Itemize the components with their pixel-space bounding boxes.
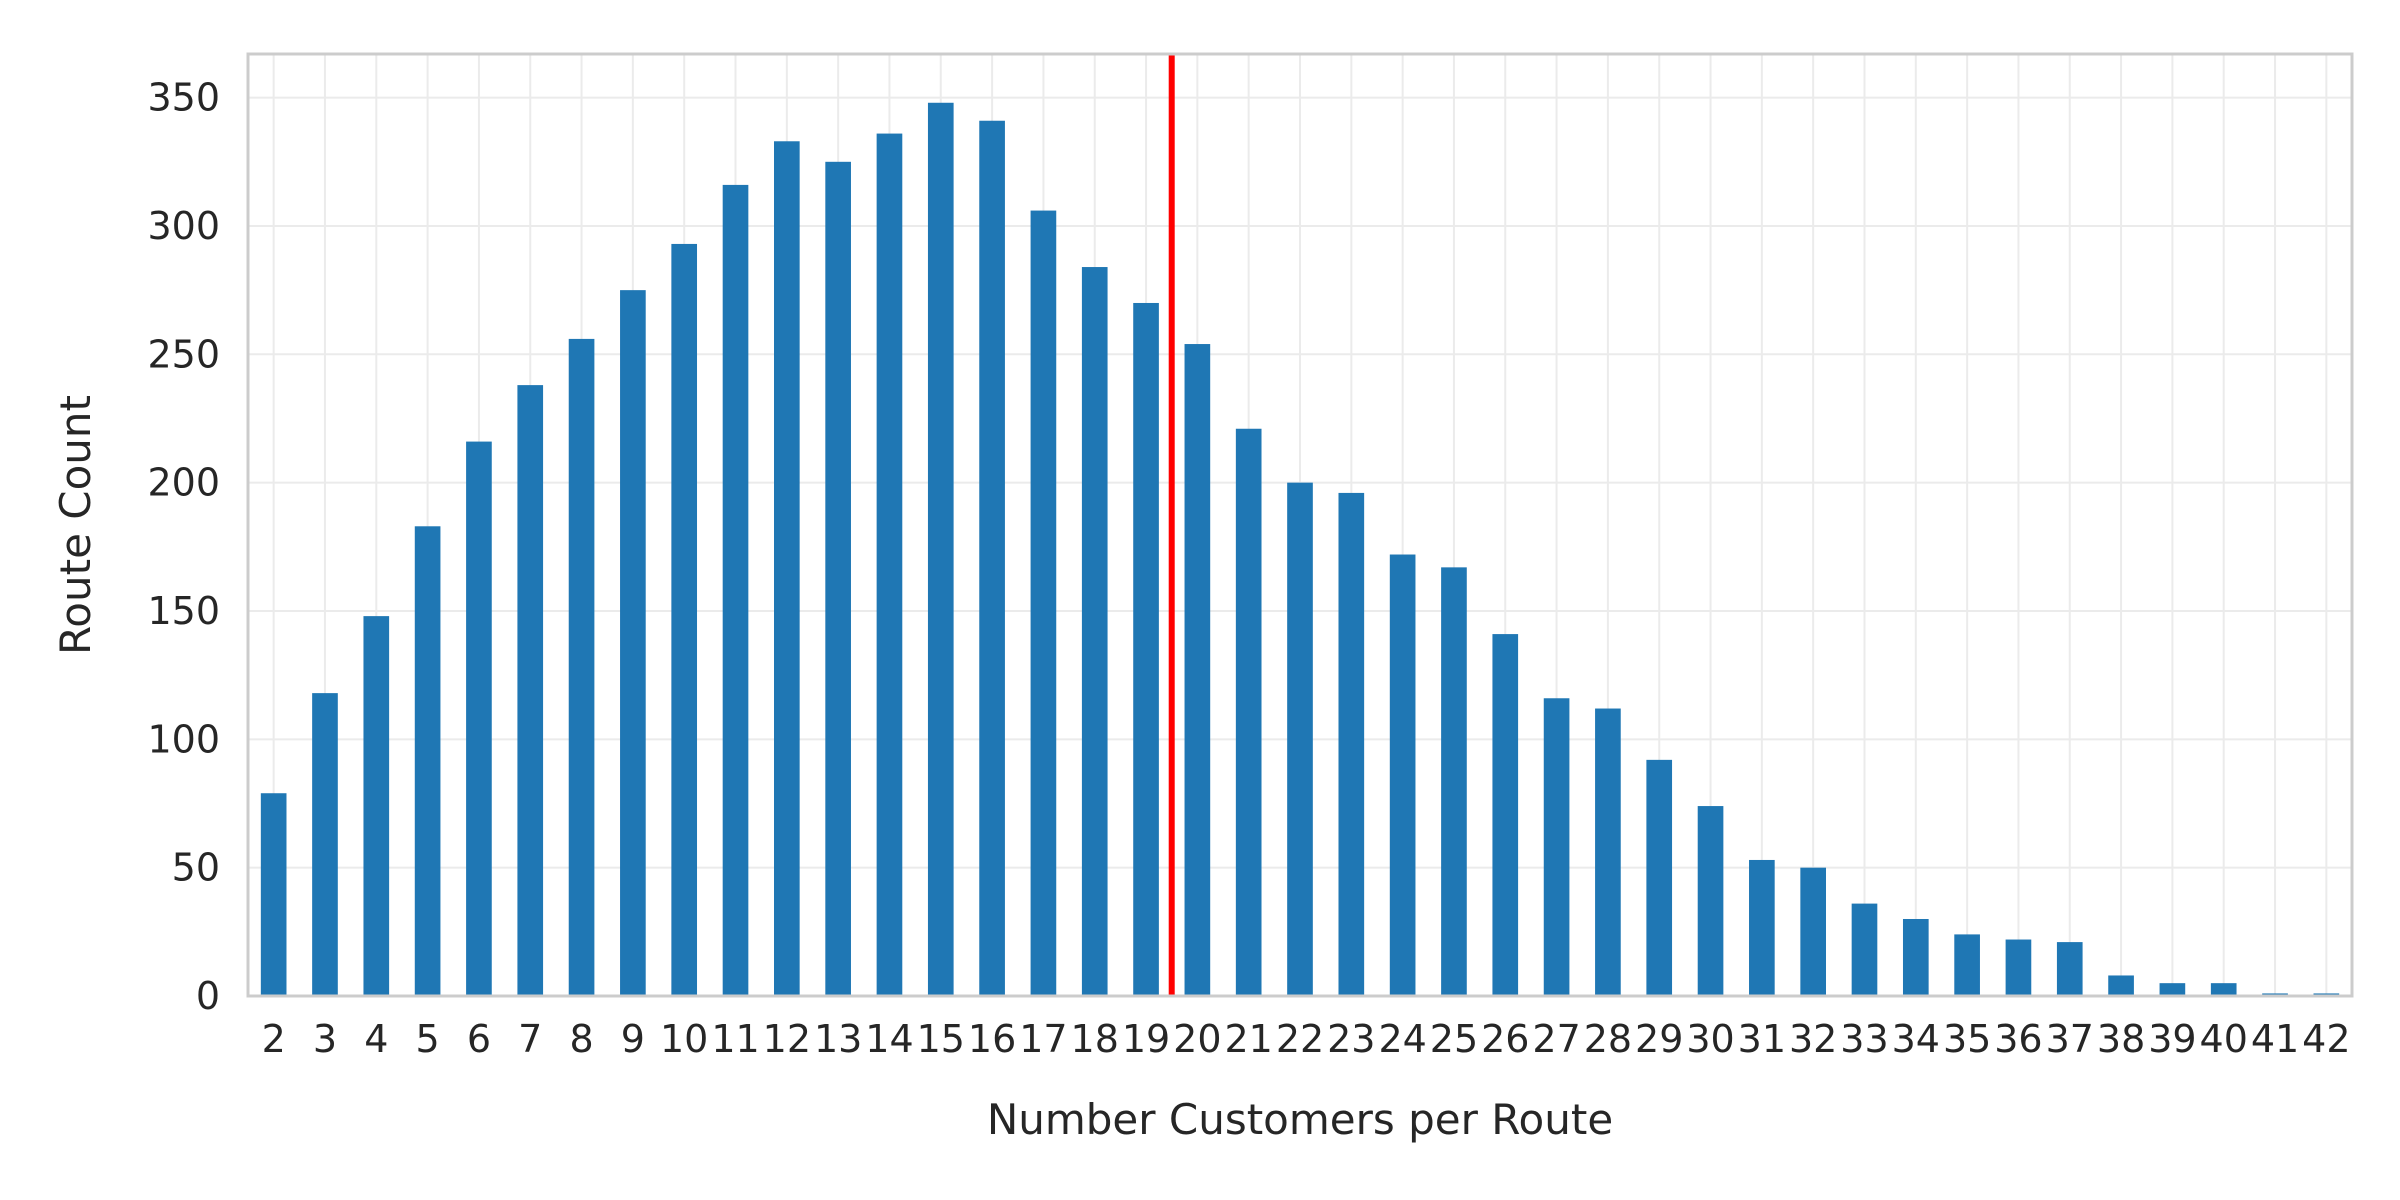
x-tick-label: 16 (968, 1017, 1016, 1061)
x-tick-label: 24 (1378, 1017, 1426, 1061)
x-tick-label: 36 (1994, 1017, 2042, 1061)
bar-27 (1543, 698, 1570, 996)
bar-39 (2159, 983, 2186, 996)
x-tick-label: 6 (467, 1017, 491, 1061)
bar-24 (1389, 554, 1416, 996)
y-tick-labels: 0 50 100 150 200 250 300 350 (147, 76, 220, 1018)
bar-15 (927, 102, 954, 997)
x-tick-label: 3 (313, 1017, 337, 1061)
x-tick-label: 41 (2251, 1017, 2299, 1061)
bar-35 (1954, 934, 1980, 996)
bar-20 (1184, 344, 1211, 997)
bar-3 (312, 693, 338, 996)
x-tick-label: 14 (865, 1017, 913, 1061)
bar-30 (1697, 806, 1724, 996)
x-tick-label: 4 (364, 1017, 388, 1061)
bar-33 (1851, 903, 1878, 996)
x-tick-label: 10 (660, 1017, 708, 1061)
y-tick-label: 100 (147, 717, 220, 761)
plot-frame (246, 52, 2354, 998)
x-tick-label: 27 (1532, 1017, 1580, 1061)
bar-11 (722, 184, 749, 996)
y-tick-label: 300 (147, 204, 220, 248)
x-tick-label: 11 (711, 1017, 759, 1061)
x-axis-label: Number Customers per Route (987, 1095, 1613, 1144)
bar-23 (1338, 492, 1365, 996)
bar-38 (2108, 975, 2134, 996)
x-tick-label: 28 (1584, 1017, 1632, 1061)
x-tick-label: 12 (763, 1017, 811, 1061)
x-tick-label: 26 (1481, 1017, 1529, 1061)
x-tick-label: 21 (1225, 1017, 1273, 1061)
x-tick-label: 15 (917, 1017, 965, 1061)
x-tick-label: 32 (1789, 1017, 1837, 1061)
bar-4 (363, 616, 390, 996)
x-tick-label: 20 (1173, 1017, 1221, 1061)
x-tick-label: 35 (1943, 1017, 1991, 1061)
bar-21 (1235, 428, 1262, 996)
y-tick-label: 250 (147, 332, 220, 376)
x-tick-label: 19 (1122, 1017, 1170, 1061)
x-tick-label: 13 (814, 1017, 862, 1061)
y-axis-label: Route Count (51, 395, 100, 655)
bar-6 (466, 441, 492, 996)
x-tick-label: 42 (2302, 1017, 2350, 1061)
bar-5 (414, 526, 441, 996)
bars-layer (260, 102, 2340, 997)
x-tick-label: 18 (1071, 1017, 1119, 1061)
bar-40 (2210, 983, 2237, 996)
x-tick-label: 7 (518, 1017, 542, 1061)
x-tick-label: 34 (1892, 1017, 1940, 1061)
bar-25 (1441, 567, 1467, 996)
bar-19 (1133, 302, 1159, 996)
bar-10 (671, 243, 698, 996)
x-tick-label: 31 (1738, 1017, 1786, 1061)
bar-34 (1902, 918, 1929, 996)
bar-9 (620, 290, 646, 996)
x-tick-label: 40 (2200, 1017, 2248, 1061)
x-tick-label: 29 (1635, 1017, 1683, 1061)
y-tick-label: 50 (172, 846, 220, 890)
bar-18 (1081, 267, 1108, 996)
x-tick-label: 5 (416, 1017, 440, 1061)
bar-36 (2005, 939, 2032, 996)
bar-13 (825, 161, 851, 996)
bar-28 (1595, 708, 1621, 996)
x-tick-label: 17 (1019, 1017, 1067, 1061)
x-tick-label: 38 (2097, 1017, 2145, 1061)
bar-17 (1030, 210, 1057, 996)
bar-16 (979, 120, 1005, 996)
y-tick-label: 350 (147, 76, 220, 120)
x-tick-label: 2 (262, 1017, 286, 1061)
bar-8 (568, 338, 595, 996)
x-tick-label: 8 (569, 1017, 593, 1061)
bar-31 (1749, 859, 1775, 996)
x-tick-labels: 2 3 4 5 6 7 8 9 10 11 12 13 14 15 16 17 18 19 20 21 22 23 24 25… (262, 1017, 2351, 1061)
x-tick-label: 25 (1430, 1017, 1478, 1061)
x-tick-label: 22 (1276, 1017, 1324, 1061)
x-tick-label: 39 (2148, 1017, 2196, 1061)
y-tick-label: 150 (147, 589, 220, 633)
x-tick-label: 9 (621, 1017, 645, 1061)
y-tick-label: 200 (147, 461, 220, 505)
bar-12 (774, 141, 800, 996)
x-tick-label: 30 (1686, 1017, 1734, 1061)
x-tick-label: 33 (1840, 1017, 1888, 1061)
bar-29 (1646, 759, 1673, 996)
bar-14 (876, 133, 903, 997)
bar-37 (2056, 942, 2083, 996)
bar-26 (1492, 634, 1519, 996)
bar-7 (517, 385, 544, 997)
x-tick-label: 23 (1327, 1017, 1375, 1061)
bar-32 (1800, 867, 1826, 996)
x-tick-label: 37 (2046, 1017, 2094, 1061)
y-tick-label: 0 (196, 974, 220, 1018)
bar-22 (1287, 482, 1313, 996)
bar-2 (260, 793, 287, 996)
